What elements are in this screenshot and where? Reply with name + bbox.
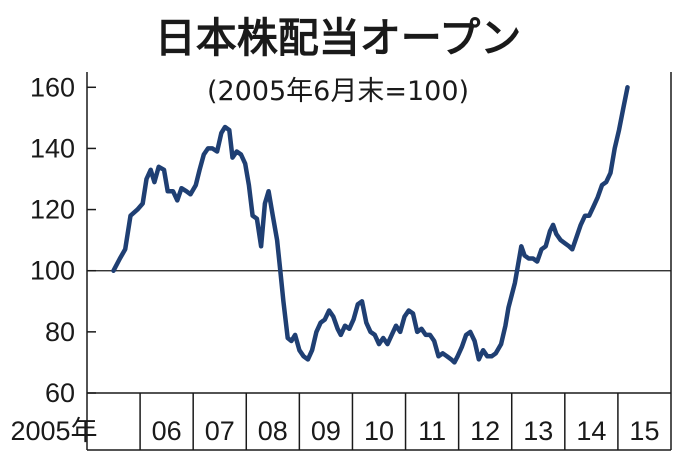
y-tick-label: 120 [30,195,75,225]
x-tick-label: 09 [311,416,341,446]
chart-subtitle: (2005年6月末=100) [207,76,469,107]
x-tick-label: 2005年 [10,416,97,446]
y-tick-label: 140 [30,133,75,163]
y-tick-label: 60 [45,378,75,408]
x-tick-label: 08 [258,416,288,446]
x-axis: 2005年 06 07 08 09 10 11 12 13 14 15 [10,393,659,450]
y-tick-label: 160 [30,72,75,102]
plot-frame [86,72,672,451]
series-layer [111,85,630,365]
x-tick-label: 11 [418,416,446,446]
x-tick-label: 15 [629,416,659,446]
series-line [111,85,630,365]
chart-title: 日本株配当オープン [155,14,522,62]
x-tick-label: 10 [364,416,394,446]
x-tick-label: 13 [523,416,553,446]
y-tick-label: 80 [45,317,75,347]
y-tick-label: 100 [30,256,75,286]
x-tick-label: 07 [205,416,235,446]
x-tick-label: 14 [576,416,606,446]
x-tick-label: 06 [152,416,182,446]
y-axis: 60 80 100 120 140 160 [30,72,96,408]
x-tick-label: 12 [470,416,500,446]
